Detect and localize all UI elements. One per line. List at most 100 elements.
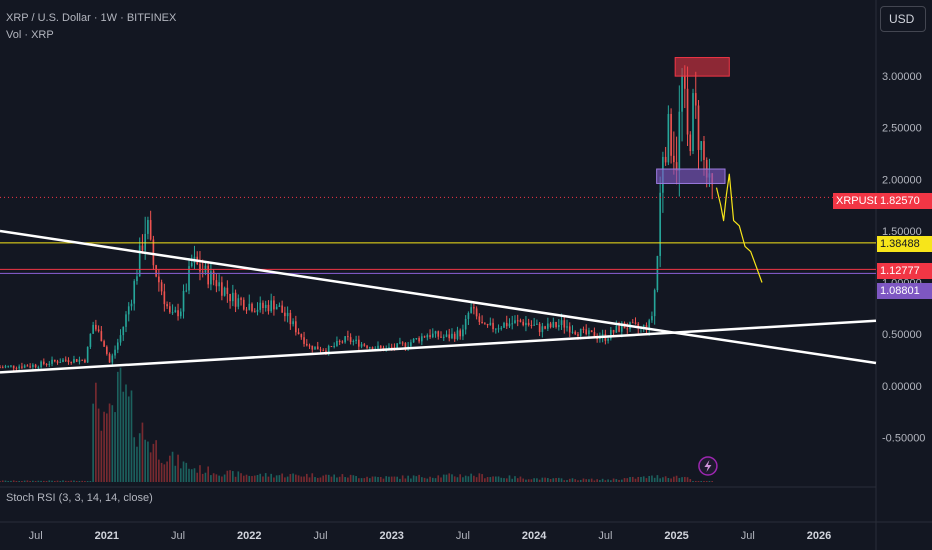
- candle-body: [100, 331, 103, 342]
- volume-bar: [179, 468, 182, 482]
- candle-body: [360, 344, 363, 347]
- volume-bar: [442, 474, 445, 482]
- candle-body: [615, 325, 618, 333]
- volume-bar: [544, 477, 546, 482]
- candle-body: [651, 316, 653, 321]
- candle-body: [527, 322, 530, 325]
- volume-bar: [18, 481, 20, 482]
- candle-body: [278, 305, 281, 307]
- volume-bar: [281, 473, 283, 482]
- volume-bar: [467, 476, 470, 482]
- volume-bar: [648, 476, 651, 482]
- candle-body: [122, 326, 125, 336]
- candle-body: [519, 320, 522, 322]
- candle-body: [440, 336, 442, 338]
- volume-bar: [429, 476, 431, 482]
- candle-body: [612, 329, 615, 333]
- x-tick-label: 2022: [237, 530, 261, 542]
- candle-body: [533, 324, 535, 326]
- volume-bar: [212, 473, 215, 482]
- candle-body: [240, 298, 242, 300]
- volume-bar: [177, 454, 179, 482]
- candle-body: [667, 113, 670, 163]
- volume-bar: [640, 476, 642, 482]
- candle-body: [201, 271, 204, 273]
- y-tick-label: 1.50000: [882, 226, 922, 238]
- volume-bar: [659, 478, 661, 482]
- volume-bar: [451, 474, 453, 482]
- candle-body: [273, 300, 275, 310]
- volume-bar: [152, 443, 155, 482]
- candle-body: [333, 345, 336, 347]
- volume-bar: [284, 477, 286, 482]
- volume-bar: [407, 475, 409, 482]
- volume-bar: [437, 475, 440, 482]
- candle-body: [593, 332, 596, 338]
- candle-body: [497, 328, 500, 330]
- candle-body: [330, 346, 333, 348]
- volume-bar: [459, 474, 462, 482]
- volume-bar: [75, 481, 78, 482]
- volume-bar: [289, 474, 292, 482]
- volume-bar: [84, 481, 86, 482]
- candle-body: [508, 323, 511, 327]
- volume-bar: [541, 477, 544, 482]
- volume-bar: [401, 475, 404, 482]
- volume-bar: [160, 462, 163, 482]
- candle-body: [358, 339, 360, 347]
- candle-body: [267, 304, 270, 312]
- volume-label[interactable]: Vol · XRP: [6, 29, 54, 41]
- candle-body: [152, 239, 155, 266]
- volume-bar: [585, 479, 588, 482]
- volume-bar: [158, 459, 160, 482]
- candle-body: [579, 328, 582, 337]
- volume-bar: [549, 479, 552, 482]
- candle-body: [377, 345, 379, 349]
- volume-bar: [1, 480, 4, 482]
- stoch-rsi-label[interactable]: Stoch RSI (3, 3, 14, 14, close): [6, 492, 153, 504]
- volume-bar: [92, 403, 94, 482]
- volume-bar: [503, 478, 505, 482]
- candle-body: [590, 330, 593, 333]
- candle-body: [15, 368, 18, 370]
- candle-body: [199, 263, 201, 272]
- volume-bar: [185, 462, 188, 482]
- volume-bar: [149, 452, 152, 482]
- volume-bar: [371, 476, 374, 482]
- candle-body: [106, 346, 108, 354]
- candle-body: [620, 322, 623, 332]
- candle-body: [568, 326, 571, 333]
- candle-body: [97, 329, 100, 332]
- volume-bar: [711, 481, 714, 482]
- volume-bar: [29, 481, 31, 482]
- candle-body: [251, 303, 253, 312]
- candle-body: [462, 329, 464, 337]
- candle-body: [489, 322, 492, 326]
- volume-bar: [262, 476, 264, 482]
- volume-bar: [251, 476, 253, 482]
- volume-bar: [593, 480, 596, 482]
- volume-bar: [689, 479, 692, 482]
- candle-body: [344, 336, 346, 343]
- candle-body: [694, 93, 697, 106]
- candle-body: [48, 363, 51, 365]
- volume-bar: [234, 476, 237, 482]
- currency-button[interactable]: USD: [880, 6, 926, 32]
- volume-bar: [626, 478, 629, 482]
- candle-body: [21, 366, 23, 368]
- volume-bar: [360, 478, 363, 482]
- candle-body: [51, 359, 53, 364]
- candle-body: [341, 341, 344, 343]
- volume-bar: [130, 390, 133, 482]
- candle-body: [166, 304, 168, 307]
- candle-body: [284, 312, 286, 317]
- candle-body: [264, 304, 267, 309]
- candle-body: [412, 338, 415, 343]
- candle-body: [634, 322, 637, 324]
- volume-bar: [519, 476, 522, 482]
- candle-body: [453, 333, 456, 339]
- symbol-title[interactable]: XRP / U.S. Dollar · 1W · BITFINEX: [6, 12, 177, 24]
- volume-bar: [147, 441, 149, 482]
